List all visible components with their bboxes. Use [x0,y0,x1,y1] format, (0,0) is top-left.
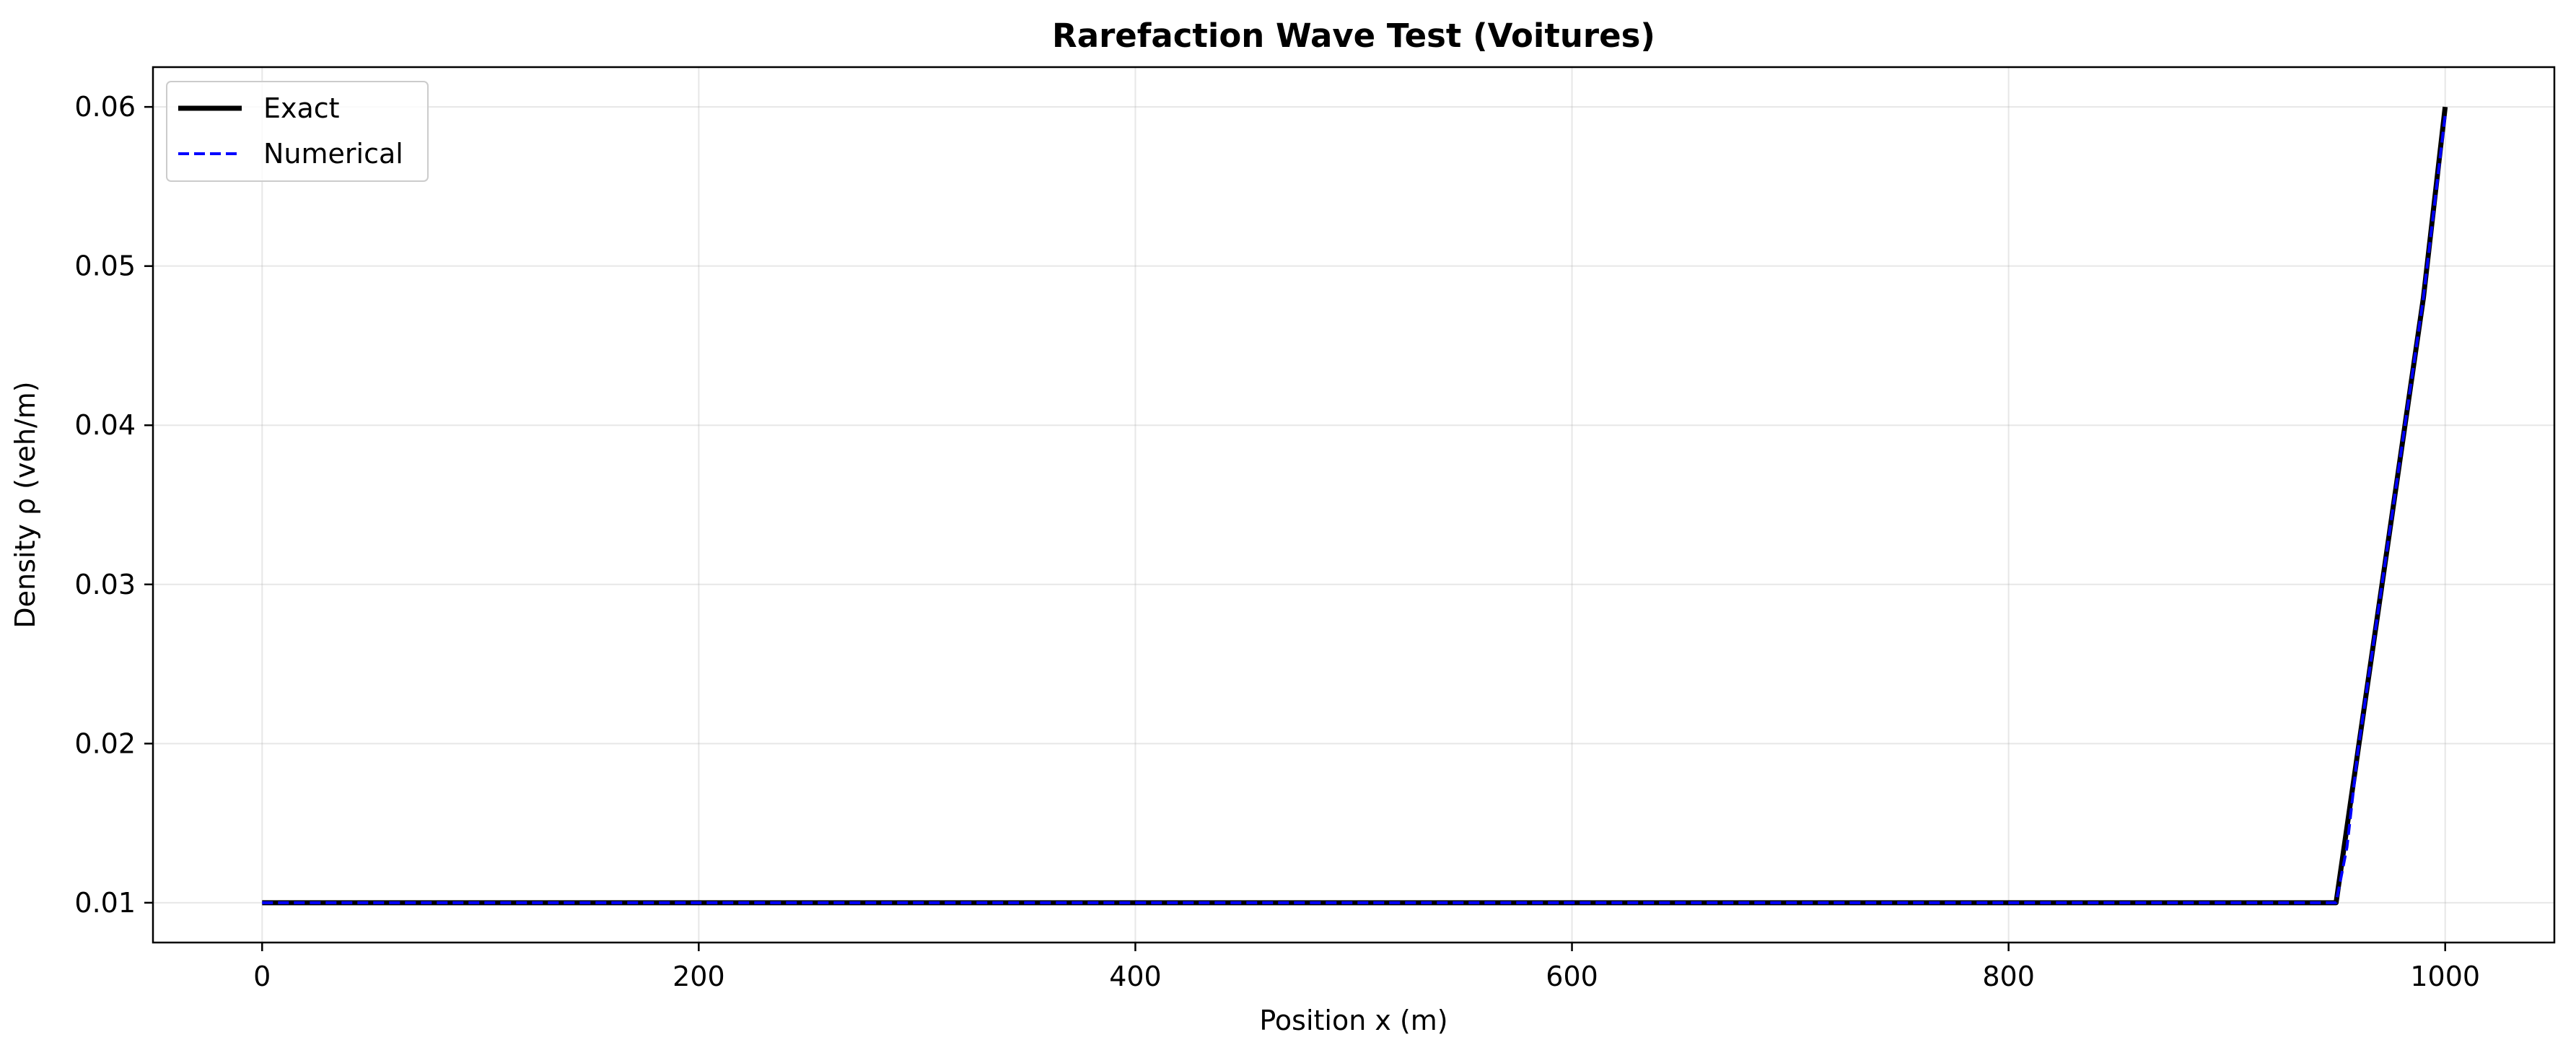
y-tick-label: 0.02 [74,727,136,759]
x-tick-label: 400 [1109,961,1162,992]
y-tick-label: 0.04 [74,409,136,441]
y-tick-label: 0.01 [74,887,136,919]
legend-label-exact: Exact [263,92,340,124]
legend: Exact Numerical [166,81,429,182]
x-axis-label: Position x (m) [1259,1005,1447,1036]
x-tick-label: 1000 [2410,961,2480,992]
y-tick-label: 0.06 [74,91,136,123]
plot-frame [152,66,2556,944]
ticks: 0 200 400 600 800 1000 0.01 0.02 0.03 0.04 0.05 0.0… [74,91,2480,992]
x-tick-label: 600 [1546,961,1598,992]
x-tick-label: 800 [1982,961,2035,992]
series-layer [262,106,2448,906]
x-tick-label: 0 [253,961,271,992]
x-tick-label: 200 [673,961,725,992]
chart-title: Rarefaction Wave Test (Voitures) [1052,17,1655,55]
legend-label-numerical: Numerical [263,138,403,170]
y-tick-label: 0.05 [74,250,136,282]
y-tick-label: 0.03 [74,569,136,600]
series-line-numerical [262,114,2447,904]
y-axis-label: Density ρ (veh/m) [9,381,41,628]
